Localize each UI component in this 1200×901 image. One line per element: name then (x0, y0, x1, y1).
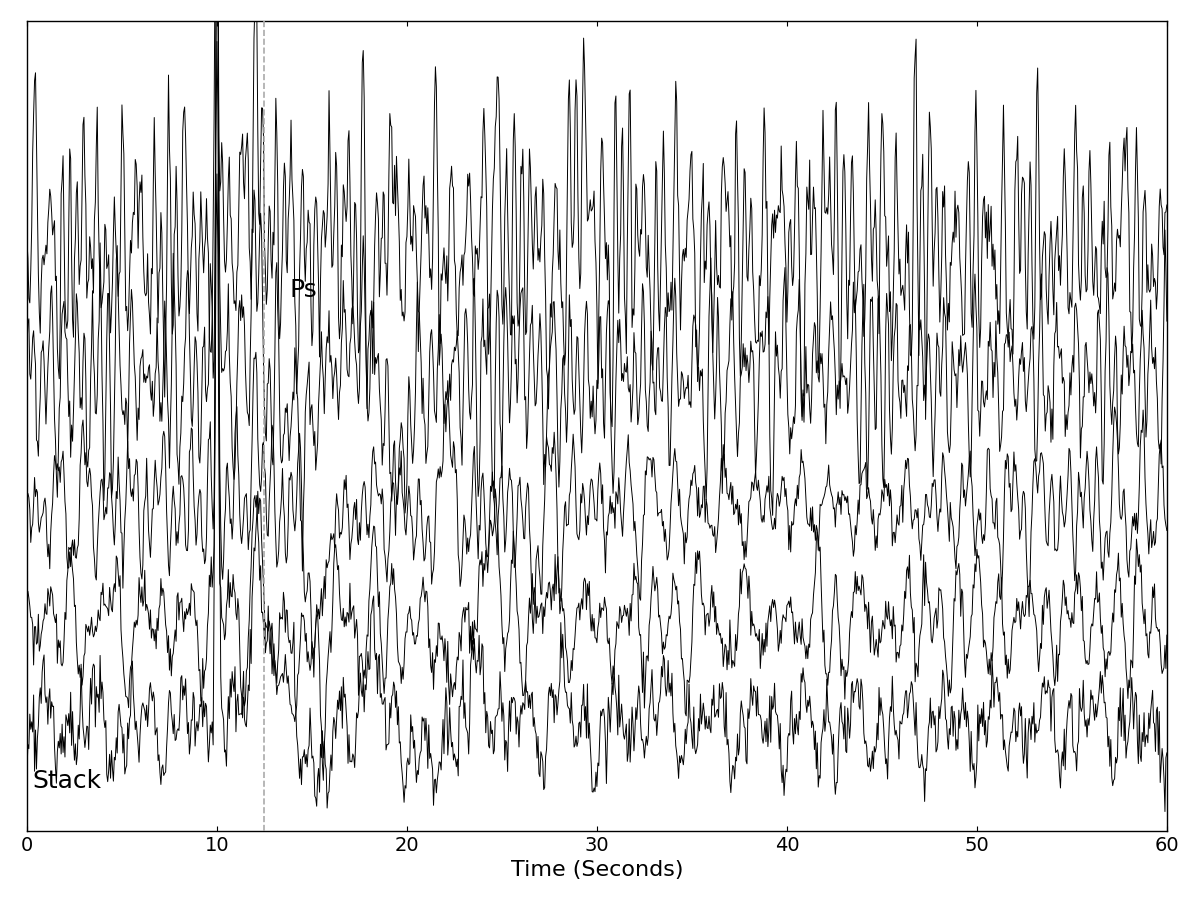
X-axis label: Time (Seconds): Time (Seconds) (511, 860, 683, 880)
Text: Stack: Stack (32, 769, 102, 793)
Text: Ps: Ps (289, 278, 317, 302)
